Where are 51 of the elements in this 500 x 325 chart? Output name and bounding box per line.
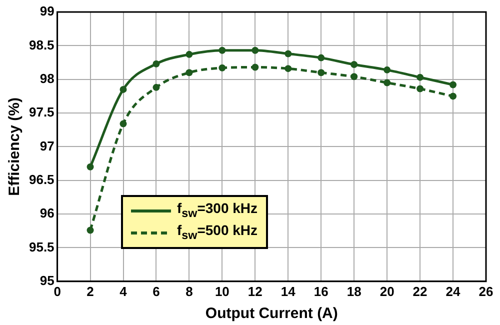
point <box>218 46 226 54</box>
legend-label: f$_{sw}$=500 kHz <box>176 222 258 244</box>
point <box>350 73 358 80</box>
point <box>152 60 160 68</box>
point <box>416 85 424 92</box>
x-tick-label: 24 <box>446 284 462 299</box>
x-tick-label: 16 <box>314 284 328 299</box>
point <box>218 64 226 72</box>
point <box>86 226 94 234</box>
point <box>318 69 325 76</box>
point <box>384 79 391 86</box>
point <box>384 66 391 74</box>
point <box>120 120 127 128</box>
y-tick-label: 96 <box>40 206 54 221</box>
point <box>350 61 358 68</box>
point <box>120 86 127 93</box>
point <box>252 64 259 71</box>
x-axis-title: Output Current (A) <box>205 305 338 322</box>
x-tick-label: 10 <box>214 284 230 299</box>
point <box>416 74 424 81</box>
point <box>86 163 94 170</box>
x-tick-label: 4 <box>120 284 128 299</box>
legend-label: f$_{sw}$=300 kHz <box>176 200 258 222</box>
x-tick-label: 14 <box>280 284 296 299</box>
x-tick-label: 20 <box>380 284 394 299</box>
y-tick-label: 96.5 <box>28 172 54 187</box>
y-axis-title: Efficiency (%) <box>6 98 24 196</box>
y-tick-label: 99 <box>40 4 54 19</box>
x-tick-label: 0 <box>54 284 61 299</box>
x-tick-label: 18 <box>346 284 362 299</box>
x-tick-label: 6 <box>152 284 160 299</box>
point <box>186 69 193 76</box>
y-tick-label: 98 <box>40 70 54 86</box>
point <box>450 81 457 88</box>
x-tick-label: 26 <box>478 284 494 299</box>
x-tick-label: 12 <box>248 284 262 299</box>
x-tick-label: 8 <box>186 284 193 299</box>
y-tick-label: 98.5 <box>28 37 54 52</box>
y-tick-label: 97.5 <box>28 104 54 120</box>
point <box>152 84 160 91</box>
y-tick-label: 95 <box>40 272 54 288</box>
y-tick-label: 97 <box>40 138 54 154</box>
point <box>284 65 292 72</box>
point <box>318 54 325 62</box>
point <box>284 50 292 58</box>
point <box>186 50 193 58</box>
x-tick-label: 22 <box>412 284 428 299</box>
point <box>252 46 259 54</box>
point <box>450 92 457 100</box>
x-tick-label: 2 <box>86 284 94 299</box>
y-tick-label: 95.5 <box>28 239 54 254</box>
